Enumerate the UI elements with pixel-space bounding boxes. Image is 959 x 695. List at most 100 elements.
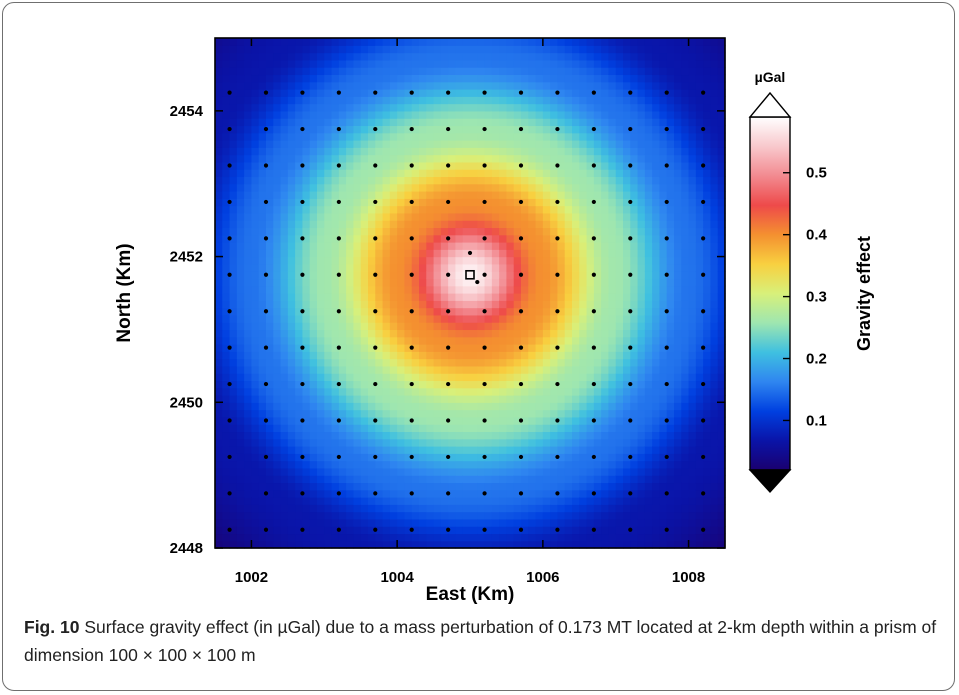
heatmap-cell: [389, 81, 398, 90]
heatmap-cell: [382, 489, 391, 498]
heatmap-cell: [615, 380, 624, 389]
heatmap-cell: [280, 132, 289, 141]
heatmap-cell: [433, 140, 442, 148]
heatmap-cell: [608, 285, 617, 294]
heatmap-cell: [419, 110, 427, 119]
heatmap-cell: [528, 351, 537, 360]
heatmap-cell: [331, 380, 340, 389]
heatmap-cell: [674, 365, 682, 374]
heatmap-cell: [389, 234, 398, 243]
heatmap-cell: [477, 278, 486, 287]
heatmap-cell: [710, 307, 719, 316]
heatmap-cell: [266, 409, 274, 418]
heatmap-cell: [346, 81, 355, 90]
heatmap-cell: [266, 336, 274, 345]
heatmap-cell: [462, 176, 471, 185]
heatmap-cell: [353, 511, 362, 520]
heatmap-cell: [433, 183, 442, 192]
heatmap-cell: [404, 336, 413, 345]
heatmap-cell: [542, 307, 551, 316]
heatmap-cell: [623, 314, 631, 323]
heatmap-cell: [338, 540, 347, 549]
heatmap-cell: [382, 438, 391, 447]
heatmap-cell: [346, 59, 355, 68]
heatmap-cell: [448, 380, 457, 389]
heatmap-cell: [688, 489, 697, 498]
heatmap-cell: [448, 220, 457, 229]
heatmap-cell: [338, 438, 347, 447]
heatmap-cell: [389, 431, 398, 440]
heatmap-cell: [462, 395, 471, 403]
heatmap-cell: [244, 125, 253, 134]
heatmap-cell: [411, 489, 420, 498]
heatmap-cell: [499, 453, 508, 462]
heatmap-cell: [448, 278, 457, 287]
heatmap-cell: [397, 256, 406, 265]
heatmap-cell: [644, 344, 653, 352]
heatmap-cell: [557, 81, 566, 90]
heatmap-cell: [572, 329, 580, 338]
heatmap-cell: [426, 191, 435, 199]
heatmap-cell: [302, 438, 311, 447]
heatmap-cell: [222, 96, 231, 105]
heatmap-cell: [550, 402, 559, 411]
heatmap-cell: [644, 358, 653, 367]
heatmap-cell: [513, 387, 522, 396]
heatmap-cell: [513, 147, 522, 156]
heatmap-cell: [542, 147, 551, 156]
heatmap-cell: [528, 227, 537, 236]
heatmap-cell: [331, 67, 340, 76]
heatmap-cell: [368, 358, 376, 367]
heatmap-cell: [360, 285, 369, 294]
heatmap-cell: [608, 256, 617, 265]
heatmap-cell: [411, 263, 420, 272]
heatmap-cell: [630, 161, 639, 170]
heatmap-cell: [513, 438, 522, 447]
heatmap-cell: [222, 460, 231, 469]
heatmap-cell: [338, 446, 347, 454]
heatmap-cell: [389, 59, 398, 68]
heatmap-cell: [521, 154, 529, 163]
heatmap-cell: [266, 191, 274, 199]
heatmap-cell: [666, 373, 675, 382]
heatmap-cell: [542, 402, 551, 411]
heatmap-cell: [644, 373, 653, 382]
heatmap-cell: [229, 518, 238, 527]
heatmap-cell: [513, 212, 522, 221]
heatmap-cell: [433, 52, 442, 61]
station-point: [482, 381, 487, 387]
heatmap-cell: [542, 322, 551, 331]
heatmap-cell: [455, 438, 464, 447]
heatmap-cell: [317, 212, 325, 221]
heatmap-cell: [593, 59, 602, 68]
heatmap-cell: [302, 198, 311, 207]
heatmap-cell: [521, 497, 529, 505]
heatmap-cell: [659, 518, 668, 527]
heatmap-cell: [455, 300, 464, 309]
heatmap-cell: [236, 234, 245, 243]
heatmap-cell: [491, 482, 500, 491]
heatmap-cell: [550, 307, 559, 316]
heatmap-cell: [542, 533, 551, 542]
heatmap-cell: [258, 307, 267, 316]
heatmap-cell: [448, 52, 457, 61]
heatmap-cell: [317, 278, 325, 287]
heatmap-cell: [331, 285, 340, 294]
heatmap-cell: [513, 365, 522, 374]
heatmap-cell: [353, 96, 362, 105]
heatmap-cell: [273, 395, 282, 403]
heatmap-cell: [491, 373, 500, 382]
heatmap-cell: [491, 344, 500, 352]
heatmap-cell: [695, 191, 704, 199]
heatmap-cell: [579, 234, 588, 243]
heatmap-cell: [331, 336, 340, 345]
heatmap-cell: [309, 431, 318, 440]
heatmap-cell: [222, 307, 231, 316]
heatmap-cell: [593, 351, 602, 360]
heatmap-cell: [717, 409, 726, 418]
heatmap-cell: [317, 402, 325, 411]
heatmap-cell: [397, 227, 406, 236]
heatmap-cell: [528, 504, 537, 513]
heatmap-cell: [397, 212, 406, 221]
heatmap-cell: [695, 409, 704, 418]
